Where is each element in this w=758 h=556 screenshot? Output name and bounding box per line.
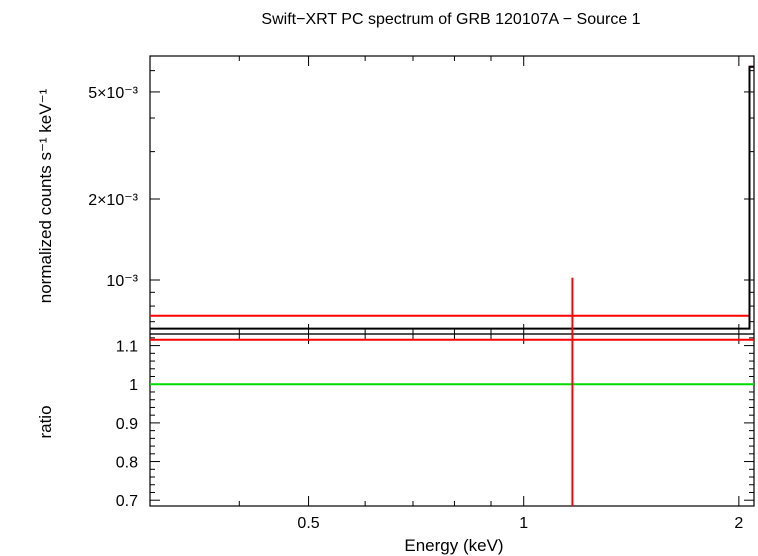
x-tick-label: 0.5	[297, 515, 319, 532]
x-tick-label: 1	[519, 515, 528, 532]
top-y-tick-label: 5×10⁻³	[88, 85, 138, 102]
top-y-tick-label: 2×10⁻³	[88, 192, 138, 209]
bottom-y-tick-label: 0.9	[116, 416, 138, 433]
bottom-y-tick-label: 0.7	[116, 493, 138, 510]
x-axis-label: Energy (keV)	[404, 536, 503, 555]
top-panel-frame	[149, 55, 755, 335]
top-y-axis-label: normalized counts s⁻¹ keV⁻¹	[36, 88, 55, 303]
x-tick-label: 2	[734, 515, 743, 532]
bottom-panel-frame	[149, 333, 755, 507]
top-y-tick-label: 10⁻³	[106, 273, 138, 290]
top-model-step	[150, 65, 754, 330]
bottom-y-axis-label: ratio	[36, 405, 55, 438]
top-data-step	[150, 65, 754, 317]
chart-title: Swift−XRT PC spectrum of GRB 120107A − S…	[261, 11, 640, 28]
tick-labels: 0.5 1 2 10⁻³ 2×10⁻³ 5×10⁻³ 0.7 0.8 0.9 1 1.1	[88, 85, 743, 532]
data-series	[150, 65, 754, 506]
bottom-y-tick-label: 1.1	[116, 339, 138, 356]
bottom-y-tick-label: 0.8	[116, 455, 138, 472]
axis-ticks	[149, 56, 754, 506]
bottom-y-tick-label: 1	[129, 377, 138, 394]
